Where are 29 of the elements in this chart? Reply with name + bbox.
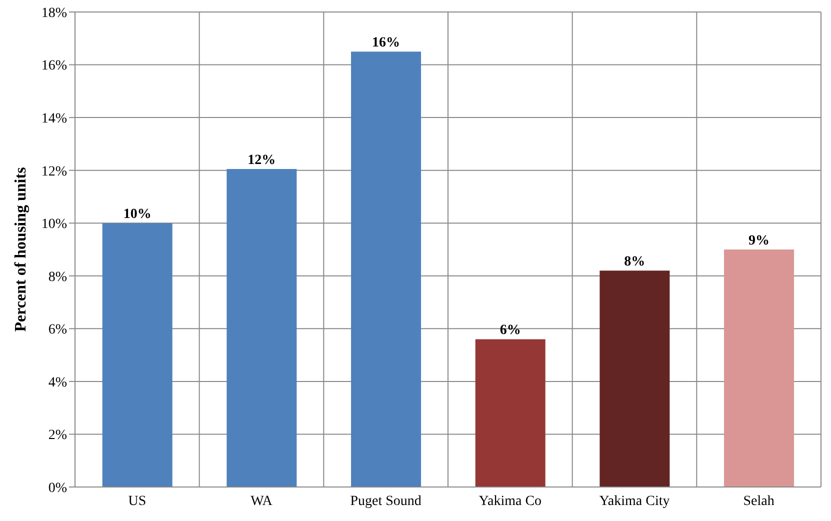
y-axis-title: Percent of housing units — [12, 167, 30, 332]
x-tick-label: Yakima City — [599, 494, 670, 509]
x-tick-label: WA — [250, 494, 274, 509]
y-tick-label: 4% — [48, 375, 68, 390]
y-tick-label: 10% — [41, 217, 68, 232]
y-tick-label: 0% — [48, 480, 68, 496]
bar — [600, 270, 670, 487]
data-label: 16% — [372, 36, 400, 51]
x-tick-label: US — [128, 494, 146, 509]
bar — [226, 169, 297, 487]
y-tick-label: 6% — [48, 322, 68, 338]
y-tick-label: 14% — [41, 112, 68, 127]
bar — [475, 339, 546, 487]
data-label: 10% — [123, 207, 152, 222]
y-tick-label: 8% — [48, 270, 68, 285]
data-label: 8% — [624, 254, 646, 270]
y-tick-label: 12% — [41, 164, 68, 180]
y-tick-label: 16% — [41, 58, 68, 74]
x-tick-label: Yakima Co — [478, 494, 542, 509]
y-tick-label: 2% — [48, 428, 68, 444]
x-tick-label: Selah — [743, 494, 774, 509]
bar — [351, 52, 422, 487]
bar — [724, 250, 794, 487]
data-label: 12% — [248, 153, 276, 168]
x-tick-label: Puget Sound — [350, 494, 422, 509]
bar — [102, 223, 172, 487]
data-label: 9% — [748, 234, 770, 248]
data-label: 6% — [500, 323, 521, 338]
y-tick-label: 18% — [41, 6, 68, 21]
